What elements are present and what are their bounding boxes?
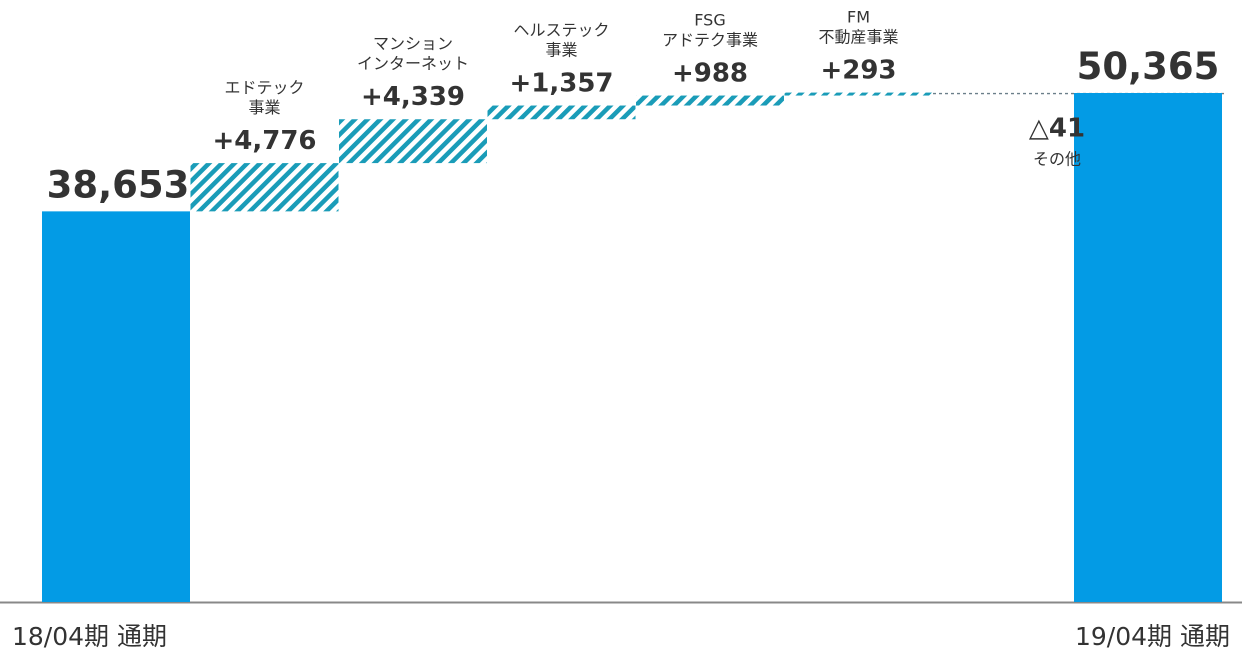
- bar-step-2: [339, 119, 487, 164]
- value-label-start: 38,653: [47, 163, 190, 206]
- bar-start: [42, 211, 190, 602]
- bar-step-3: [487, 105, 636, 120]
- value-label-step-4: +988: [672, 59, 748, 89]
- name-label-step-1-1: 事業: [248, 98, 280, 117]
- value-label-step-6: △41: [1029, 114, 1085, 144]
- name-label-step-5-1: 不動産事業: [818, 28, 898, 47]
- x-tick-label-end: 19/04期 通期: [1075, 622, 1230, 651]
- name-label-step-2-1: インターネット: [357, 54, 469, 73]
- name-label-step-1-0: エドテック: [224, 78, 304, 97]
- x-tick-label-start: 18/04期 通期: [12, 622, 167, 651]
- value-label-step-2: +4,339: [361, 82, 465, 112]
- name-label-step-5-0: FM: [847, 8, 870, 27]
- value-label-step-3: +1,357: [509, 69, 613, 99]
- name-label-step-4-1: アドテク事業: [662, 31, 758, 50]
- value-label-step-5: +293: [820, 56, 896, 86]
- bar-end: [1074, 93, 1222, 602]
- bar-step-1: [190, 163, 339, 212]
- bar-step-4: [636, 95, 784, 106]
- name-label-step-3-0: ヘルステック: [513, 21, 609, 40]
- value-label-end: 50,365: [1077, 45, 1220, 88]
- bar-step-5: [784, 92, 933, 96]
- name-label-step-4-0: FSG: [694, 11, 725, 30]
- name-label-step-3-1: 事業: [545, 41, 577, 60]
- name-label-step-2-0: マンション: [373, 34, 453, 53]
- name-label-step-6-0: その他: [1033, 150, 1081, 169]
- value-label-step-1: +4,776: [212, 126, 316, 156]
